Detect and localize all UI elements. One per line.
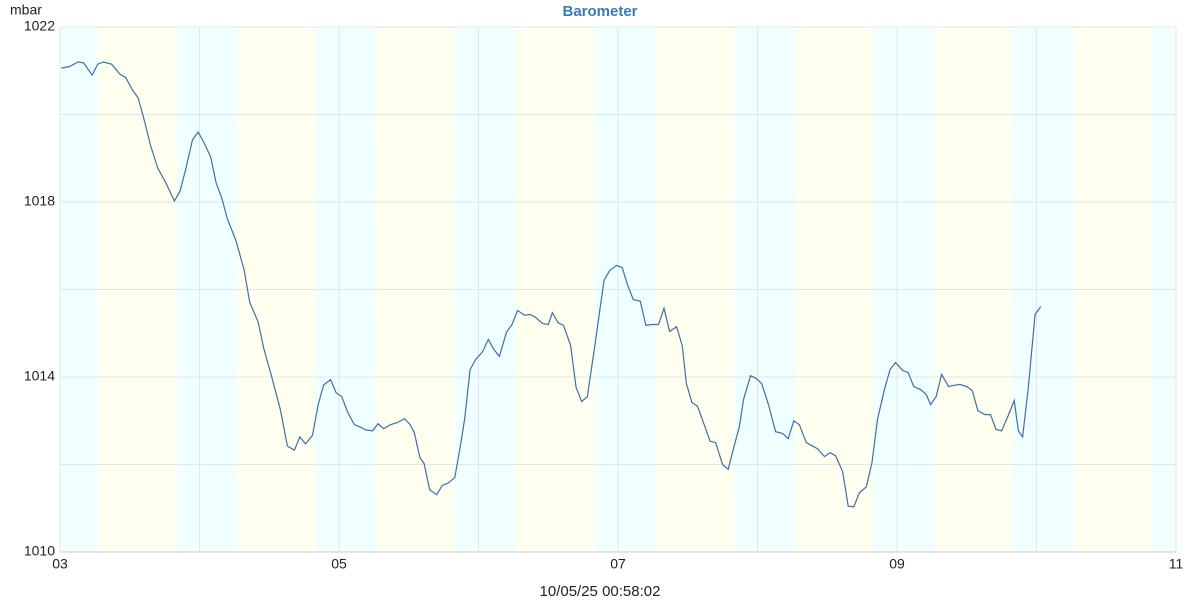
x-tick-label: 05 — [331, 556, 347, 572]
x-tick-label: 09 — [889, 556, 905, 572]
footer-timestamp: 10/05/25 00:58:02 — [540, 583, 661, 600]
x-tick-label: 03 — [52, 556, 68, 572]
chart-title: Barometer — [562, 3, 637, 20]
y-axis-label: mbar — [10, 2, 42, 18]
line-series — [61, 61, 1042, 508]
y-tick-label: 1010 — [24, 543, 55, 559]
y-tick-label: 1018 — [24, 193, 55, 209]
x-tick-label: 11 — [1169, 556, 1184, 572]
y-tick-label: 1022 — [24, 18, 55, 34]
x-tick-label: 07 — [610, 556, 626, 572]
y-tick-label: 1014 — [24, 368, 55, 384]
